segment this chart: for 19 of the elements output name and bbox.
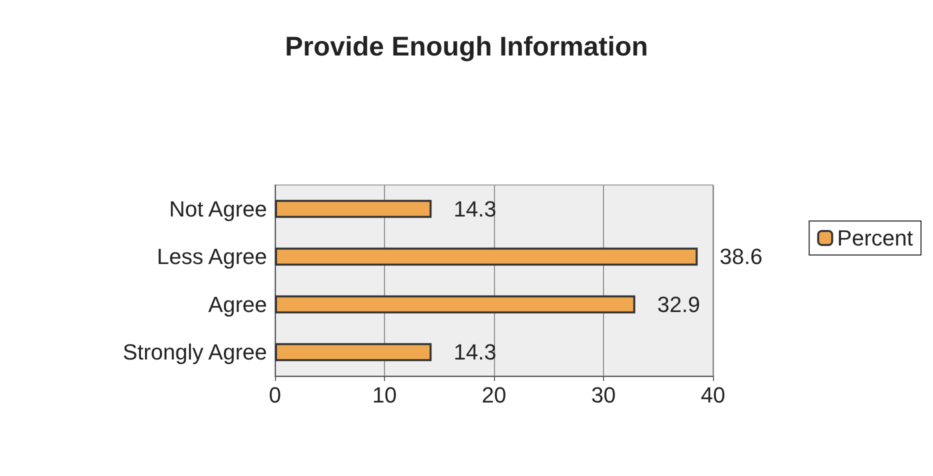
y-tick-label: Strongly Agree <box>122 340 267 365</box>
data-label: 14.3 <box>454 340 496 365</box>
legend-label: Percent <box>837 226 914 250</box>
y-tick-label: Agree <box>208 292 267 317</box>
bar <box>275 343 432 362</box>
x-tick-label: 10 <box>372 382 397 408</box>
x-tick-label: 20 <box>482 382 506 408</box>
x-tick-label: 0 <box>268 382 282 408</box>
data-label: 38.6 <box>720 244 762 270</box>
chart-title: Provide Enough Information <box>285 32 648 62</box>
data-label: 32.9 <box>657 292 700 317</box>
bar <box>275 200 432 218</box>
bar <box>275 295 636 314</box>
x-tick-label: 40 <box>700 382 726 408</box>
y-tick-label: Less Agree <box>156 244 267 270</box>
y-tick-label: Not Agree <box>169 196 267 222</box>
x-tick-label: 30 <box>591 382 616 408</box>
data-label: 14.3 <box>454 196 496 222</box>
bar <box>275 248 698 266</box>
